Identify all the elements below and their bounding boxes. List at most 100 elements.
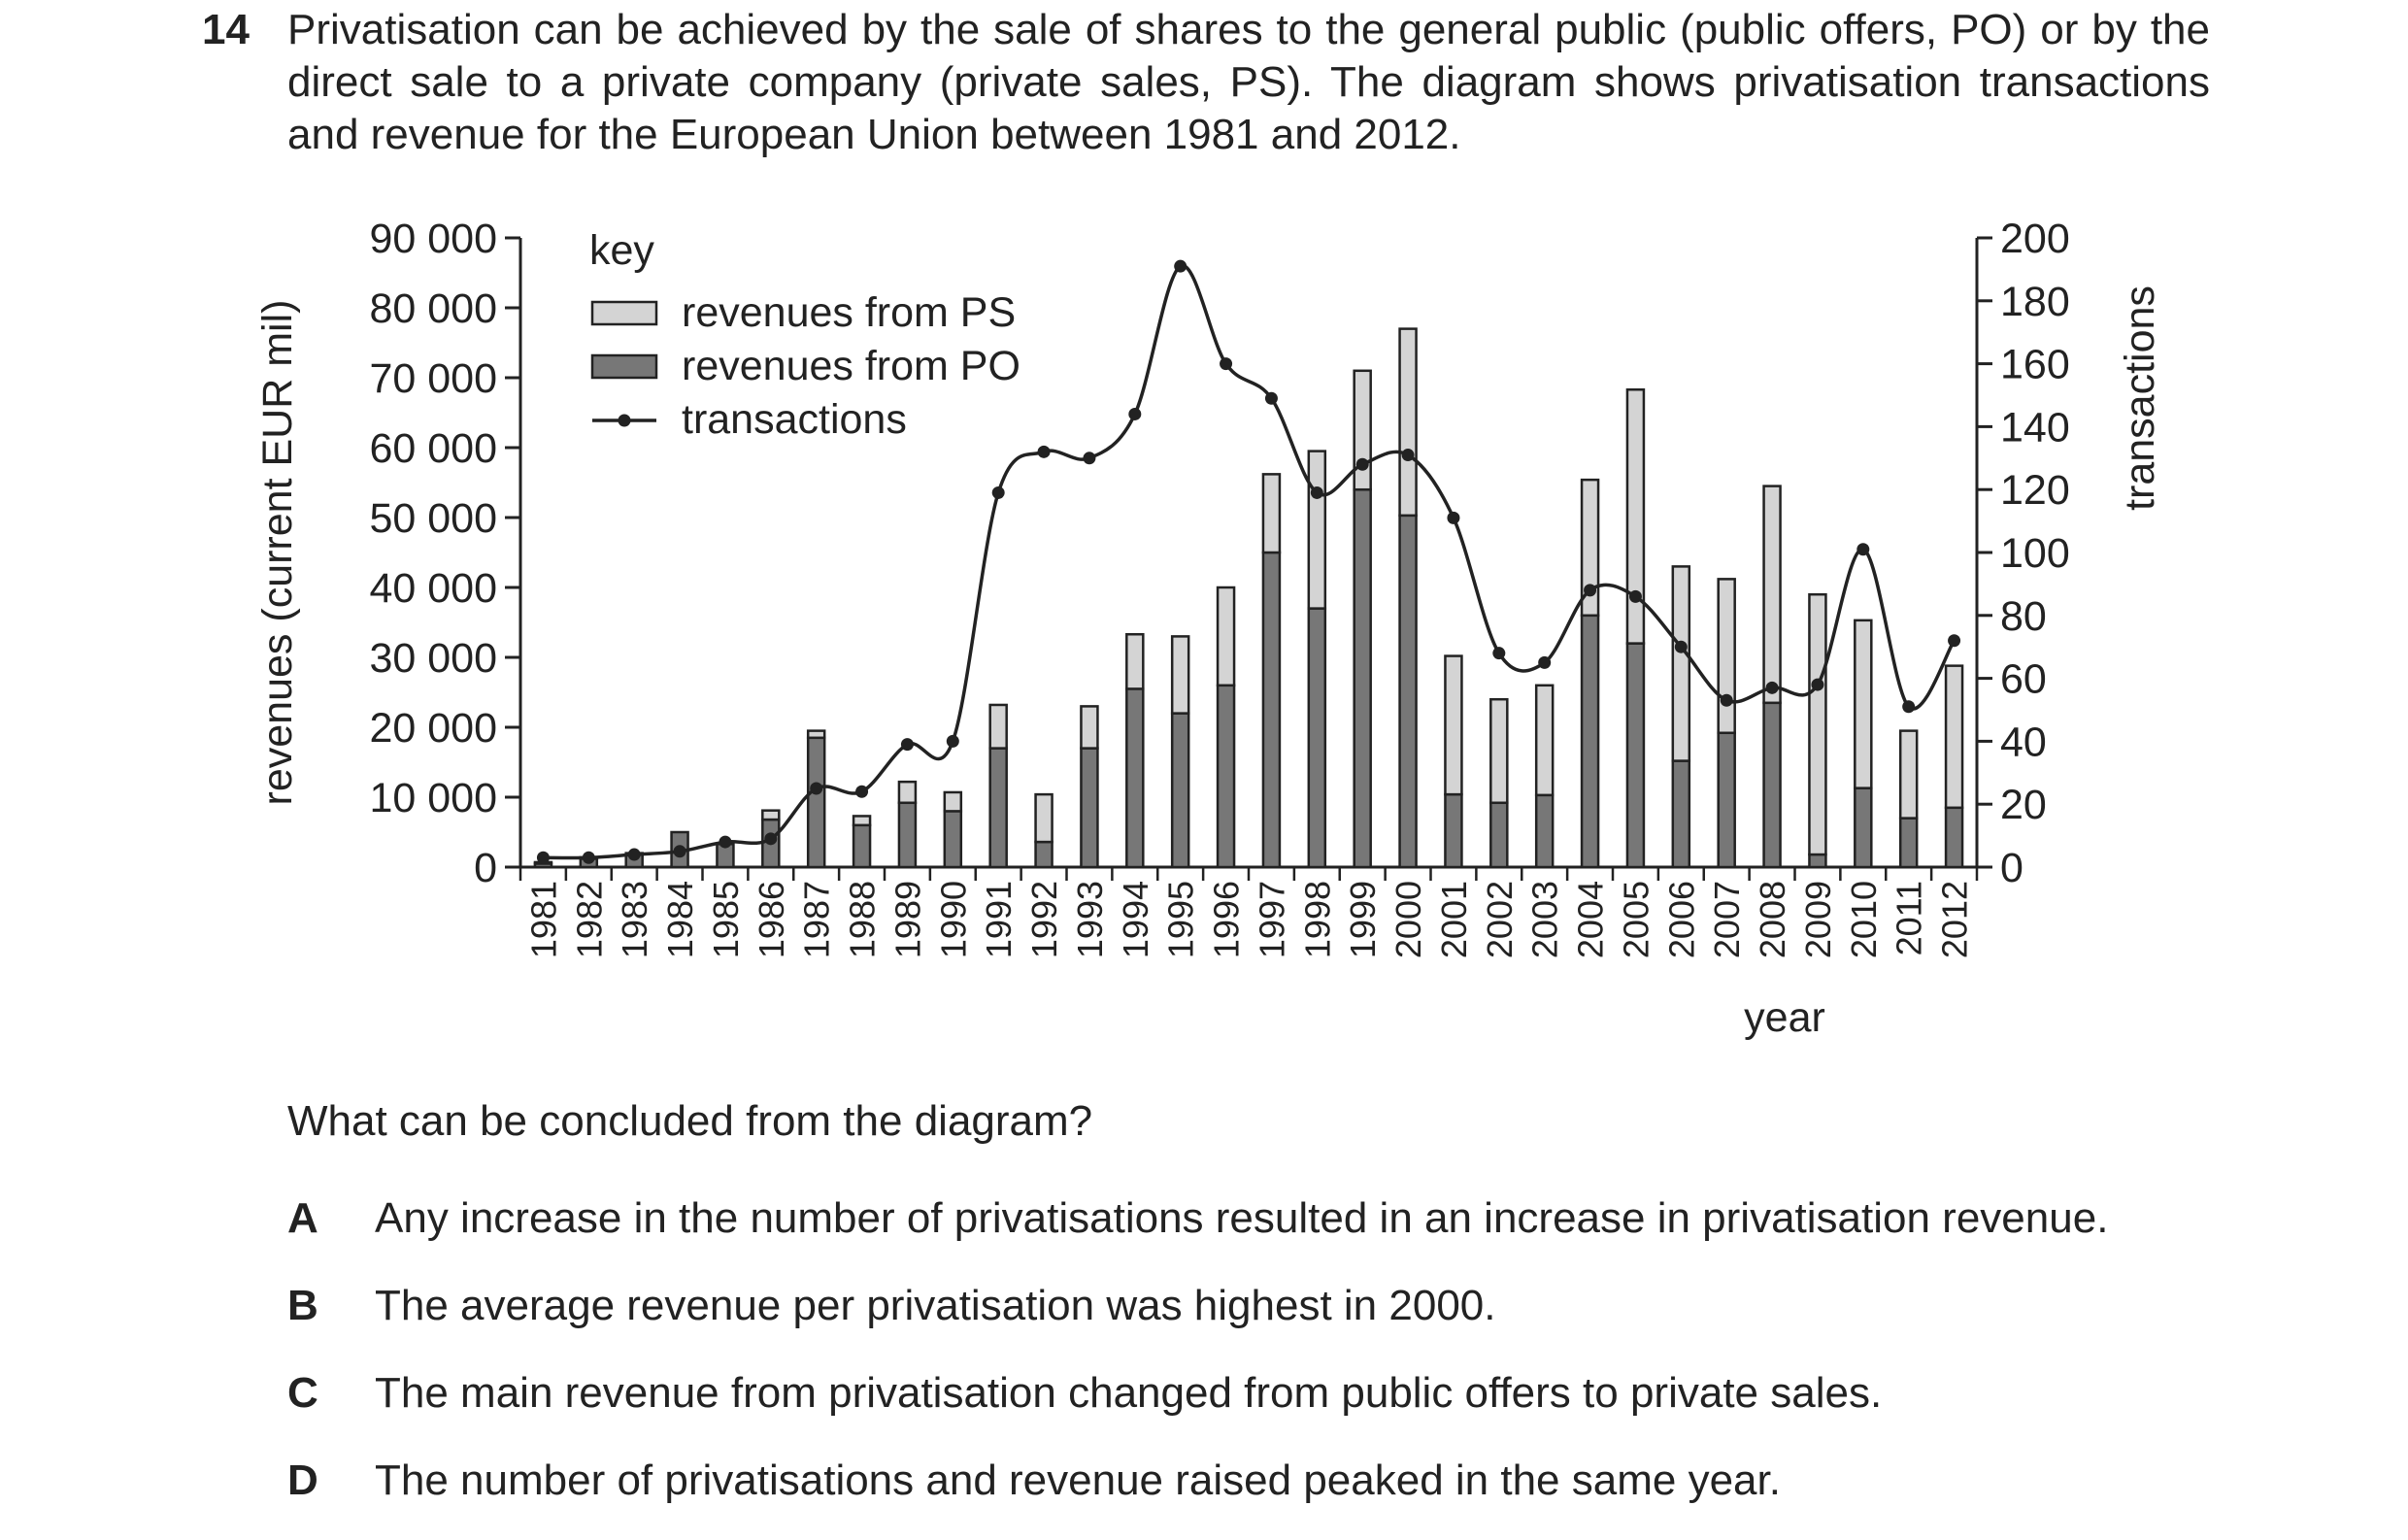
transactions-point bbox=[719, 835, 732, 849]
bar-po bbox=[1261, 551, 1282, 869]
bar-po bbox=[1671, 759, 1691, 869]
transactions-point bbox=[1628, 589, 1642, 603]
option-a-text[interactable]: Any increase in the number of privatisat… bbox=[375, 1194, 2109, 1242]
transactions-point bbox=[1674, 640, 1688, 653]
bar-ps bbox=[943, 790, 963, 813]
answer-prompt: What can be concluded from the diagram? bbox=[287, 1097, 1093, 1145]
bar-po bbox=[897, 801, 918, 869]
option-c-text[interactable]: The main revenue from privatisation chan… bbox=[375, 1369, 1883, 1417]
bar-po bbox=[1307, 607, 1327, 869]
transactions-point bbox=[764, 832, 778, 846]
legend-marker-transactions bbox=[618, 414, 631, 427]
transactions-point bbox=[1811, 678, 1824, 691]
x-tick-label: 1986 bbox=[752, 881, 791, 958]
transactions-point bbox=[1037, 445, 1051, 458]
x-tick-label: 2012 bbox=[1935, 881, 1975, 958]
x-tick-label: 2007 bbox=[1707, 881, 1747, 958]
transactions-point bbox=[1765, 681, 1779, 694]
x-tick-label: 1996 bbox=[1207, 881, 1247, 958]
bar-ps bbox=[1489, 697, 1509, 805]
option-b-text[interactable]: The average revenue per privatisation wa… bbox=[375, 1282, 1496, 1329]
bar-ps bbox=[897, 780, 918, 805]
bar-ps bbox=[1080, 705, 1099, 750]
transactions-point bbox=[582, 851, 595, 864]
x-tick-label: 2005 bbox=[1616, 881, 1656, 958]
left-tick-label: 40 000 bbox=[369, 565, 497, 612]
transactions-point bbox=[1447, 511, 1460, 524]
x-tick-label: 1981 bbox=[523, 881, 563, 958]
bar-ps bbox=[1353, 369, 1372, 491]
transactions-point bbox=[1128, 407, 1142, 420]
bar-po bbox=[1717, 731, 1736, 869]
bar-ps bbox=[1944, 664, 1964, 810]
bar-ps bbox=[1580, 478, 1600, 618]
x-tick-label: 2001 bbox=[1434, 881, 1474, 958]
right-tick-label: 60 bbox=[2000, 656, 2047, 703]
x-tick-label: 1997 bbox=[1252, 881, 1291, 958]
x-tick-label: 1995 bbox=[1161, 881, 1201, 958]
x-tick-label: 2003 bbox=[1525, 881, 1565, 958]
x-tick-label: 1985 bbox=[706, 881, 746, 958]
right-tick-label: 40 bbox=[2000, 719, 2047, 765]
x-tick-label: 2011 bbox=[1890, 881, 1929, 955]
legend-swatch-ps bbox=[590, 300, 658, 326]
bar-ps bbox=[1898, 729, 1919, 820]
bar-ps bbox=[1216, 586, 1236, 687]
x-tick-label: 2000 bbox=[1388, 881, 1428, 958]
option-d-text[interactable]: The number of privatisations and revenue… bbox=[375, 1456, 1781, 1504]
bar-po bbox=[806, 736, 826, 869]
bar-po bbox=[988, 747, 1008, 869]
bar-ps bbox=[1307, 450, 1327, 610]
x-tick-label: 1998 bbox=[1297, 881, 1337, 958]
x-tick-label: 1984 bbox=[660, 881, 700, 958]
bar-po bbox=[1398, 514, 1418, 869]
bar-ps bbox=[1261, 473, 1282, 554]
bar-ps bbox=[1444, 654, 1463, 796]
bar-ps bbox=[806, 729, 826, 740]
transactions-point bbox=[810, 782, 823, 795]
transactions-point bbox=[900, 738, 914, 752]
transactions-point bbox=[1584, 584, 1597, 597]
bar-ps bbox=[1808, 592, 1827, 856]
option-c-letter: C bbox=[287, 1369, 318, 1417]
bar-po bbox=[943, 810, 963, 869]
option-a-letter: A bbox=[287, 1194, 318, 1242]
transactions-point bbox=[1310, 485, 1323, 499]
bar-po bbox=[1125, 687, 1145, 869]
bar-po bbox=[1944, 806, 1964, 869]
right-axis-title: transactions bbox=[2117, 285, 2163, 511]
transactions-point bbox=[1264, 391, 1278, 405]
transactions-point bbox=[536, 851, 550, 864]
right-tick-label: 20 bbox=[2000, 782, 2047, 828]
bar-ps bbox=[1854, 619, 1873, 789]
option-d-letter: D bbox=[287, 1456, 318, 1504]
bar-po bbox=[1353, 487, 1372, 869]
left-axis-title: revenues (current EUR mil) bbox=[254, 300, 301, 806]
transactions-point bbox=[1355, 457, 1369, 471]
left-tick-label: 0 bbox=[474, 845, 497, 891]
x-tick-label: 1988 bbox=[843, 881, 883, 958]
left-tick-label: 30 000 bbox=[369, 635, 497, 682]
x-tick-label: 1989 bbox=[887, 881, 927, 958]
bar-ps bbox=[1671, 565, 1691, 762]
bar-po bbox=[1216, 684, 1236, 869]
transactions-point bbox=[991, 485, 1005, 499]
left-tick-label: 80 000 bbox=[369, 285, 497, 332]
right-tick-label: 160 bbox=[2000, 342, 2070, 388]
left-tick-label: 50 000 bbox=[369, 495, 497, 542]
bar-po bbox=[1580, 614, 1600, 869]
bar-ps bbox=[852, 815, 872, 827]
x-tick-label: 1992 bbox=[1024, 881, 1064, 958]
right-tick-label: 0 bbox=[2000, 845, 2023, 891]
legend-label-po: revenues from PO bbox=[682, 343, 1020, 389]
bar-po bbox=[1034, 840, 1054, 869]
x-tick-label: 2002 bbox=[1480, 881, 1520, 958]
privatisation-chart: 0 10 000 20 000 30 000 40 000 50 000 60 000 70 … bbox=[254, 216, 2163, 1041]
bar-ps bbox=[1398, 327, 1418, 518]
x-tick-label: 1994 bbox=[1116, 881, 1155, 958]
question-text: Privatisation can be achieved by the sal… bbox=[287, 6, 2210, 158]
bar-ps bbox=[1034, 792, 1054, 844]
x-tick-label: 2009 bbox=[1798, 881, 1838, 958]
bar-po bbox=[1625, 642, 1646, 869]
right-tick-label: 120 bbox=[2000, 467, 2070, 514]
